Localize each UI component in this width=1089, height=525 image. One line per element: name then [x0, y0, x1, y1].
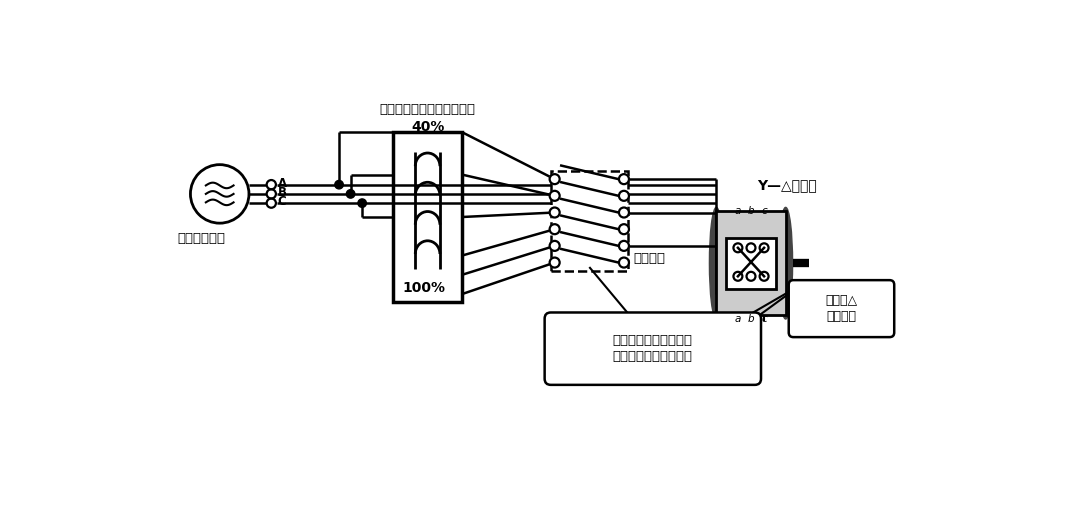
Circle shape: [747, 243, 756, 253]
Text: 40%: 40%: [411, 120, 444, 134]
Text: b: b: [748, 314, 755, 324]
Circle shape: [619, 241, 629, 251]
Text: 启动补偿器是使用三相
单圈变压器降压的方法: 启动补偿器是使用三相 单圈变压器降压的方法: [613, 334, 693, 363]
Circle shape: [747, 272, 756, 281]
FancyBboxPatch shape: [788, 280, 894, 337]
Circle shape: [267, 180, 276, 190]
Text: c: c: [761, 206, 767, 216]
Circle shape: [619, 191, 629, 201]
Circle shape: [550, 191, 560, 201]
Circle shape: [733, 272, 743, 281]
Circle shape: [358, 199, 366, 207]
Circle shape: [550, 241, 560, 251]
Text: 启动开关: 启动开关: [633, 252, 665, 265]
Circle shape: [346, 190, 355, 198]
Circle shape: [267, 190, 276, 198]
Text: 三相交流电源: 三相交流电源: [178, 232, 225, 245]
Text: c: c: [761, 314, 767, 324]
Text: C: C: [278, 195, 286, 208]
Circle shape: [550, 224, 560, 234]
Circle shape: [267, 198, 276, 208]
Text: 100%: 100%: [402, 281, 445, 295]
Bar: [551, 171, 627, 271]
Circle shape: [334, 181, 343, 189]
Circle shape: [760, 272, 769, 281]
Text: A: A: [278, 176, 286, 190]
Circle shape: [550, 207, 560, 217]
FancyBboxPatch shape: [544, 312, 761, 385]
Text: Y—△启动器: Y—△启动器: [757, 178, 817, 192]
Circle shape: [619, 174, 629, 184]
Circle shape: [619, 258, 629, 268]
Text: 启动补偿器（单圈变压器）: 启动补偿器（单圈变压器）: [380, 103, 476, 116]
Text: a: a: [735, 314, 742, 324]
Text: b: b: [748, 206, 755, 216]
Circle shape: [760, 243, 769, 253]
Circle shape: [550, 258, 560, 268]
Circle shape: [619, 224, 629, 234]
Circle shape: [619, 207, 629, 217]
Ellipse shape: [779, 207, 793, 319]
Circle shape: [550, 174, 560, 184]
Bar: [393, 132, 462, 302]
Circle shape: [733, 243, 743, 253]
Bar: [717, 211, 785, 315]
Bar: [726, 238, 775, 289]
Text: 线圈成△
连接方法: 线圈成△ 连接方法: [825, 294, 857, 323]
Ellipse shape: [709, 207, 723, 319]
Circle shape: [191, 165, 249, 223]
Text: B: B: [278, 186, 286, 199]
Text: a: a: [735, 206, 742, 216]
